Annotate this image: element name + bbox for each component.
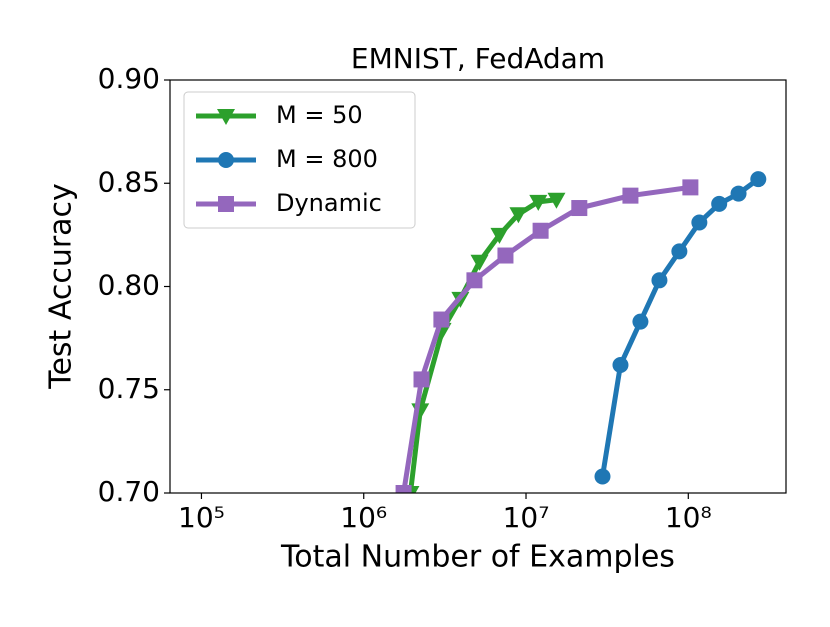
x-tick-label: 10⁶ <box>340 501 387 534</box>
x-tick-label: 10⁸ <box>665 501 712 534</box>
y-tick-label: 0.75 <box>98 372 160 405</box>
point <box>671 243 688 260</box>
point <box>594 468 611 485</box>
legend-label: M = 800 <box>276 145 378 173</box>
legend-marker <box>218 196 234 212</box>
point <box>470 254 489 271</box>
y-tick-label: 0.80 <box>98 269 160 302</box>
point <box>509 207 528 224</box>
x-axis-label: Total Number of Examples <box>280 540 675 575</box>
y-tick-label: 0.85 <box>98 165 160 198</box>
legend-label: Dynamic <box>276 189 382 217</box>
point <box>750 171 767 188</box>
series-line <box>600 177 760 477</box>
legend-box <box>183 91 416 229</box>
point <box>711 195 728 212</box>
point <box>682 179 699 196</box>
point <box>691 214 708 231</box>
plot-area <box>395 171 767 493</box>
point <box>622 187 639 204</box>
point <box>466 272 483 289</box>
point <box>571 200 588 217</box>
point <box>632 313 649 330</box>
point <box>529 194 548 211</box>
legend-label: M = 50 <box>276 101 363 129</box>
chart-title: EMNIST, FedAdam <box>351 42 605 75</box>
series-group <box>395 171 767 493</box>
point <box>497 247 514 264</box>
y-axis-label: Test Accuracy <box>44 183 79 390</box>
point <box>612 356 629 373</box>
x-tick-label: 10⁵ <box>178 501 225 534</box>
x-tick-label: 10⁷ <box>503 501 550 534</box>
point <box>395 485 412 493</box>
point <box>413 371 430 388</box>
y-tick-label: 0.90 <box>98 62 160 95</box>
point <box>490 227 509 244</box>
point <box>532 222 549 239</box>
legend-marker <box>218 152 234 168</box>
point <box>547 192 566 209</box>
point <box>730 185 747 202</box>
legend-marker <box>217 109 235 125</box>
point <box>651 272 668 289</box>
point <box>433 311 450 328</box>
y-tick-label: 0.70 <box>98 475 160 508</box>
